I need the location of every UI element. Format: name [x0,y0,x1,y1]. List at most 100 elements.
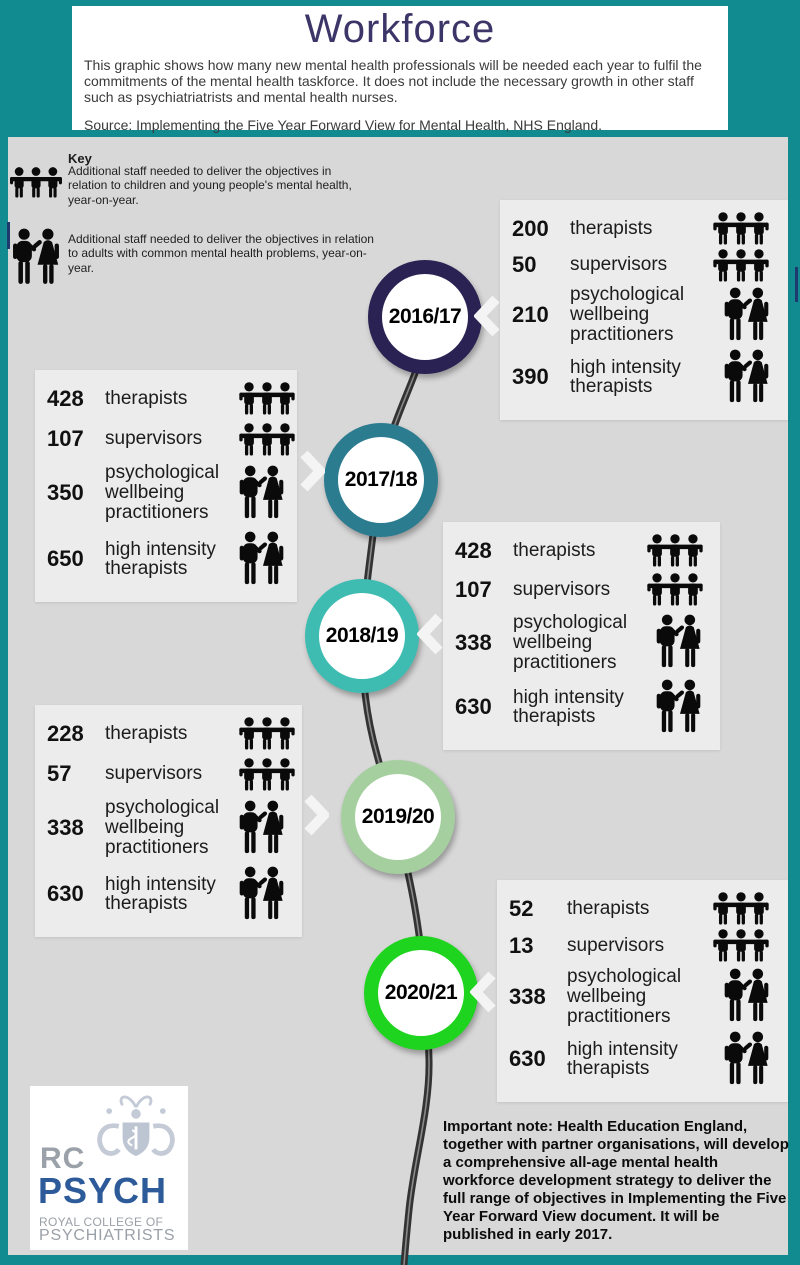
timeline-node-2018-19: 2018/19 [305,579,419,693]
stat-label: psychological wellbeing practitioners [105,462,220,524]
adults-icon [237,531,289,588]
stat-label: therapists [570,217,653,239]
adults-icon [237,800,289,857]
key-item-adults: Additional staff needed to deliver the o… [68,232,374,275]
page-title: Workforce [304,7,496,51]
stat-value: 50 [512,252,537,278]
data-box-2018-19: 428 therapists 107 supervisors 338 psych… [443,522,720,750]
rcpsych-crest-icon [97,1095,175,1157]
stat-row: 630 high intensity therapists [509,1031,774,1088]
stat-row: 200 therapists [512,212,774,245]
stat-value: 107 [455,576,492,602]
data-box-2016-17: 200 therapists 50 supervisors 210 psycho… [500,200,788,420]
stat-value: 630 [509,1046,546,1072]
stat-value: 228 [47,720,84,746]
stat-row: 50 supervisors [512,249,774,282]
year-label: 2020/21 [384,981,458,1004]
stat-label: high intensity therapists [513,686,624,728]
stat-value: 390 [512,364,549,390]
header-description: This graphic shows how many new mental h… [84,57,702,106]
stat-label: supervisors [105,763,203,785]
adults-icon [654,614,706,671]
stat-row: 107 supervisors [47,423,283,456]
children-icon [237,717,300,750]
adults-icon [237,866,289,923]
stat-value: 338 [509,983,546,1009]
stat-value: 13 [509,932,534,958]
stat-value: 428 [455,537,492,563]
stat-label: supervisors [570,254,668,276]
stat-row: 338 psychological wellbeing practitioner… [47,798,288,858]
year-label: 2018/19 [325,624,399,647]
chevron-left-icon [417,613,443,655]
edge-mark [7,222,10,249]
data-box-2020-21: 52 therapists 13 supervisors 338 psychol… [497,880,788,1102]
children-icon [237,382,300,415]
adults-icon [237,465,289,522]
stat-row: 338 psychological wellbeing practitioner… [509,965,774,1027]
stat-value: 630 [47,881,84,907]
children-icon [711,249,774,282]
timeline-node-2019-20: 2019/20 [341,760,455,874]
stat-label: supervisors [513,578,611,600]
stat-label: supervisors [105,428,203,450]
stat-row: 630 high intensity therapists [455,679,706,736]
chevron-left-icon [470,971,496,1013]
stat-value: 107 [47,426,84,452]
chevron-right-icon [304,794,329,836]
children-icon [8,167,64,203]
timeline-node-2020-21: 2020/21 [364,936,478,1050]
data-box-2019-20: 228 therapists 57 supervisors 338 psycho… [35,705,302,937]
important-note: Important note: Health Education England… [443,1118,789,1243]
stat-label: high intensity therapists [570,356,681,398]
stat-label: psychological wellbeing practitioners [567,965,682,1027]
stat-label: psychological wellbeing practitioners [570,284,685,346]
key-title: Key [68,151,92,166]
stat-row: 428 therapists [47,382,283,415]
adults-icon [722,968,774,1025]
stat-value: 338 [455,629,492,655]
stat-label: supervisors [567,934,665,956]
stat-row: 210 psychological wellbeing practitioner… [512,285,774,345]
stat-label: therapists [513,539,596,561]
stat-label: psychological wellbeing practitioners [105,797,220,859]
stat-row: 13 supervisors [509,929,774,962]
chevron-right-icon [300,450,325,492]
adults-icon [722,287,774,344]
stat-value: 52 [509,895,534,921]
stat-label: high intensity therapists [105,538,216,580]
stat-label: high intensity therapists [105,873,216,915]
stat-row: 428 therapists [455,534,706,567]
rcpsych-logo: RC PSYCH ROYAL COLLEGE OF PSYCHIATRISTS [30,1086,188,1250]
logo-royal-college-text: ROYAL COLLEGE OF [39,1215,164,1229]
children-icon [645,573,708,606]
adults-icon [654,679,706,736]
stat-value: 200 [512,215,549,241]
stat-label: therapists [105,722,188,744]
stat-value: 630 [455,694,492,720]
header-source: Source: Implementing the Five Year Forwa… [84,116,602,133]
stat-row: 338 psychological wellbeing practitioner… [455,612,706,673]
edge-mark [795,267,798,302]
stat-label: high intensity therapists [567,1038,678,1080]
children-icon [645,534,708,567]
children-icon [711,892,774,925]
year-label: 2016/17 [388,305,462,328]
stat-value: 350 [47,480,84,506]
children-icon [711,929,774,962]
logo-psych-text: PSYCH [38,1170,168,1211]
stat-label: therapists [105,387,188,409]
stat-value: 650 [47,546,84,572]
stat-row: 350 psychological wellbeing practitioner… [47,463,283,523]
stat-row: 390 high intensity therapists [512,349,774,406]
stat-value: 57 [47,761,72,787]
stat-value: 210 [512,302,549,328]
stat-value: 338 [47,815,84,841]
key-item-children: Additional staff needed to deliver the o… [68,164,352,207]
chevron-left-icon [474,295,500,337]
stat-row: 57 supervisors [47,758,288,791]
stat-row: 228 therapists [47,717,288,750]
adults-icon [722,349,774,406]
children-icon [237,758,300,791]
